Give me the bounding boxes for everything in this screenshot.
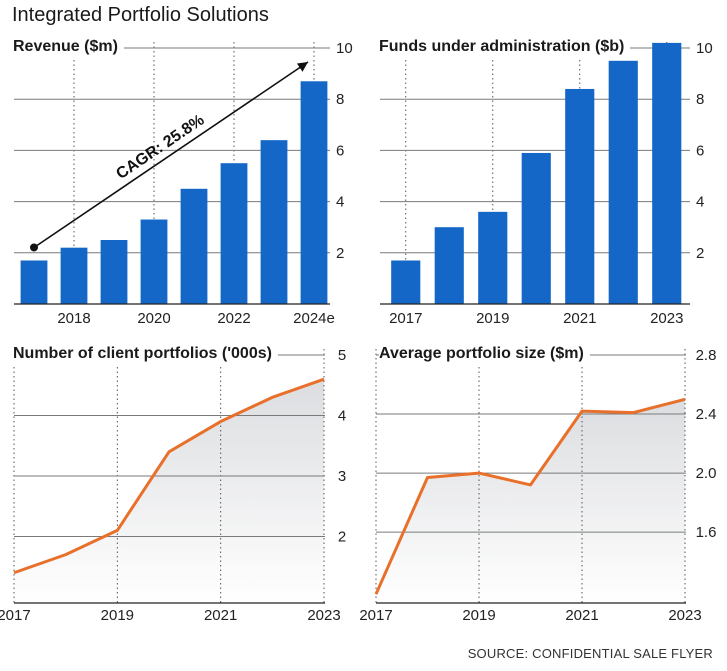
y-tick-label: 4 (696, 194, 704, 211)
bar-2017 (20, 260, 48, 304)
y-tick-label: 10 (336, 40, 353, 57)
cagr-arrow-start-dot (30, 243, 38, 252)
x-tick-label: 2021 (565, 607, 598, 624)
y-tick-label: 4 (338, 407, 346, 424)
bar-2019 (478, 211, 508, 304)
page-title: Integrated Portfolio Solutions (12, 4, 269, 26)
bar-2020 (140, 219, 168, 304)
x-tick-label: 2023 (307, 607, 340, 624)
y-tick-label: 3 (338, 468, 346, 485)
area-fill (376, 399, 685, 603)
bar-2022 (608, 60, 638, 304)
y-tick-label: 2.4 (696, 406, 717, 423)
bar-2023 (652, 42, 682, 304)
x-tick-label: 2020 (137, 310, 170, 327)
funds-chart-title: Funds under administration ($b) (379, 37, 631, 57)
x-tick-label: 2023 (668, 607, 701, 624)
x-tick-label: 2024e (293, 310, 335, 327)
y-tick-label: 8 (336, 91, 344, 108)
bar-2018 (434, 227, 464, 304)
y-tick-label: 4 (336, 194, 344, 211)
x-tick-label: 2017 (0, 607, 31, 624)
x-tick-label: 2018 (57, 310, 90, 327)
cagr-annotation: CAGR: 25.8% (113, 112, 207, 183)
portfolios-chart-title: Number of client portfolios ('000s) (13, 344, 278, 364)
bar-2019 (100, 240, 128, 304)
x-tick-label: 2019 (101, 607, 134, 624)
x-tick-label: 2022 (217, 310, 250, 327)
area-fill (14, 379, 324, 603)
x-tick-label: 2023 (650, 310, 683, 327)
portfolio-size-chart-title: Average portfolio size ($m) (379, 344, 590, 364)
y-tick-label: 2.8 (696, 347, 717, 364)
x-tick-label: 2019 (476, 310, 509, 327)
y-tick-label: 10 (696, 40, 713, 57)
bar-2018 (60, 247, 88, 304)
series-line (13, 377, 325, 575)
y-tick-label: 1.6 (696, 524, 717, 541)
revenue-chart-title: Revenue ($m) (13, 37, 124, 57)
bar-2021 (180, 188, 208, 304)
x-tick-label: 2017 (359, 607, 392, 624)
y-tick-label: 2 (338, 528, 346, 545)
x-tick-label: 2017 (389, 310, 422, 327)
y-tick-label: 5 (338, 347, 346, 364)
x-tick-label: 2021 (563, 310, 596, 327)
y-tick-label: 8 (696, 91, 704, 108)
source-note: SOURCE: CONFIDENTIAL SALE FLYER (467, 646, 713, 661)
bar-2020 (521, 152, 551, 304)
bar-2023 (260, 140, 288, 304)
bar-2024e (300, 81, 328, 304)
y-tick-label: 2 (696, 245, 704, 262)
cagr-arrow-line (33, 61, 309, 249)
series-line (374, 397, 686, 595)
bar-2017 (391, 260, 421, 304)
y-tick-label: 2 (336, 245, 344, 262)
x-tick-label: 2019 (462, 607, 495, 624)
y-tick-label: 6 (696, 142, 704, 159)
bar-2022 (220, 163, 248, 304)
y-tick-label: 2.0 (696, 465, 717, 482)
y-tick-label: 6 (336, 142, 344, 159)
bar-2021 (565, 88, 595, 305)
cagr-arrow-head (296, 62, 308, 72)
x-tick-label: 2021 (204, 607, 237, 624)
